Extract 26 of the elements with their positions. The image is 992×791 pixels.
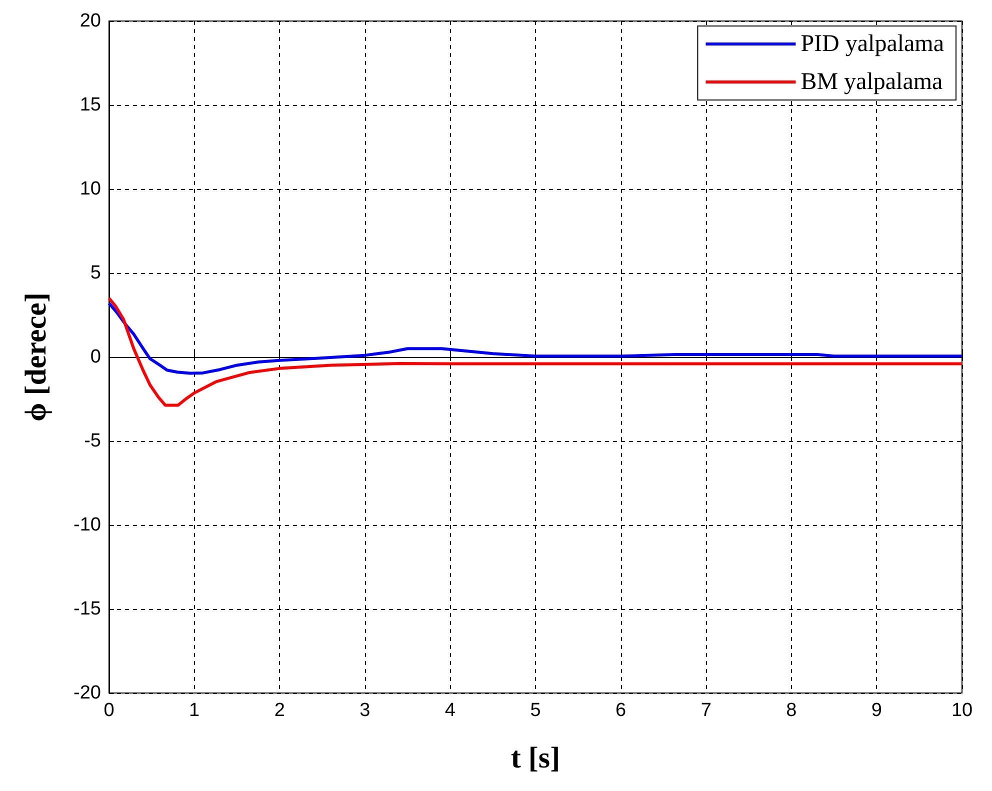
x-tick-label: 2 [274, 700, 285, 721]
y-tick-label: 5 [90, 262, 101, 284]
y-tick-label: -20 [74, 682, 101, 704]
y-tick-label: 0 [90, 346, 101, 368]
line-series [108, 296, 964, 407]
legend-label: BM yalpalama [800, 69, 944, 95]
x-tick-label: 5 [530, 700, 541, 721]
x-tick-label: 4 [444, 700, 456, 721]
x-tick-label: 1 [189, 700, 200, 721]
x-tick-label: 7 [700, 700, 712, 721]
y-tick-label: 20 [80, 10, 101, 32]
x-tick-label: 10 [951, 700, 973, 721]
x-tick-label: 3 [360, 700, 370, 721]
y-tick-label: -5 [84, 430, 101, 452]
legend-label: PID yalpalama [800, 31, 944, 57]
x-tick-label: 0 [104, 700, 114, 721]
y-tick-label: 15 [80, 94, 101, 116]
y-tick-label: -15 [74, 598, 101, 620]
x-tick-label: 6 [616, 700, 626, 721]
y-tick-label: 10 [80, 178, 101, 200]
x-axis-title: t [s] [510, 742, 560, 774]
y-tick-label: -10 [74, 514, 101, 536]
x-tick-label: 9 [871, 700, 882, 721]
y-axis-title: ϕ [derece] [20, 292, 52, 422]
line-series [108, 302, 964, 375]
x-tick-label: 8 [786, 700, 797, 721]
